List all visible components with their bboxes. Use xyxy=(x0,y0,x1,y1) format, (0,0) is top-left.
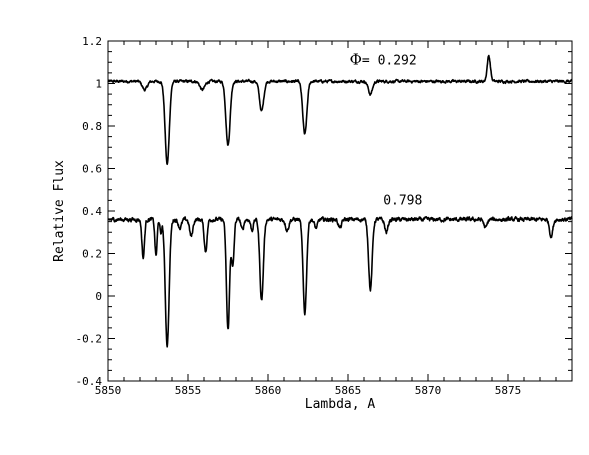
phi-symbol: Φ xyxy=(350,50,362,68)
y-tick-label: 0.6 xyxy=(82,163,102,176)
y-tick-label: -0.2 xyxy=(76,333,103,346)
series-layer xyxy=(107,54,573,348)
y-tick-label: 0.4 xyxy=(82,205,102,218)
y-tick-label: 0.2 xyxy=(82,248,102,261)
y-tick-label: 0 xyxy=(95,290,102,303)
y-axis-title: Relative Flux xyxy=(52,160,67,262)
x-tick-label: 5855 xyxy=(175,384,202,397)
phase-value: 0.292 xyxy=(378,53,417,68)
plot-frame xyxy=(107,40,573,382)
phase-label: 0.798 xyxy=(383,194,422,209)
x-tick-label: 5860 xyxy=(255,384,282,397)
annotations-layer: Φ= 0.292 0.798 xyxy=(350,50,423,208)
y-tick-label: 1.2 xyxy=(82,35,102,48)
x-axis-title: Lambda, A xyxy=(305,397,376,412)
x-tick-label: 5870 xyxy=(415,384,442,397)
x-tick-label: 5850 xyxy=(95,384,122,397)
ticks-layer xyxy=(107,40,573,382)
x-tick-label: 5865 xyxy=(335,384,362,397)
phase-label: Φ= 0.292 xyxy=(350,50,417,68)
phase-value: 0.798 xyxy=(383,194,422,209)
spectrum-line-phase-0.292 xyxy=(107,54,573,166)
labels-layer: 5850 5855 5860 5865 5870 5875 -0.4 -0.2 0 0.2 0.4 0… xyxy=(76,35,522,397)
y-tick-label: 1 xyxy=(95,78,102,91)
y-tick-label: 0.8 xyxy=(82,120,102,133)
spectrum-line-phase-0.798 xyxy=(107,215,573,348)
y-tick-label: -0.4 xyxy=(76,375,103,388)
x-tick-label: 5875 xyxy=(495,384,522,397)
